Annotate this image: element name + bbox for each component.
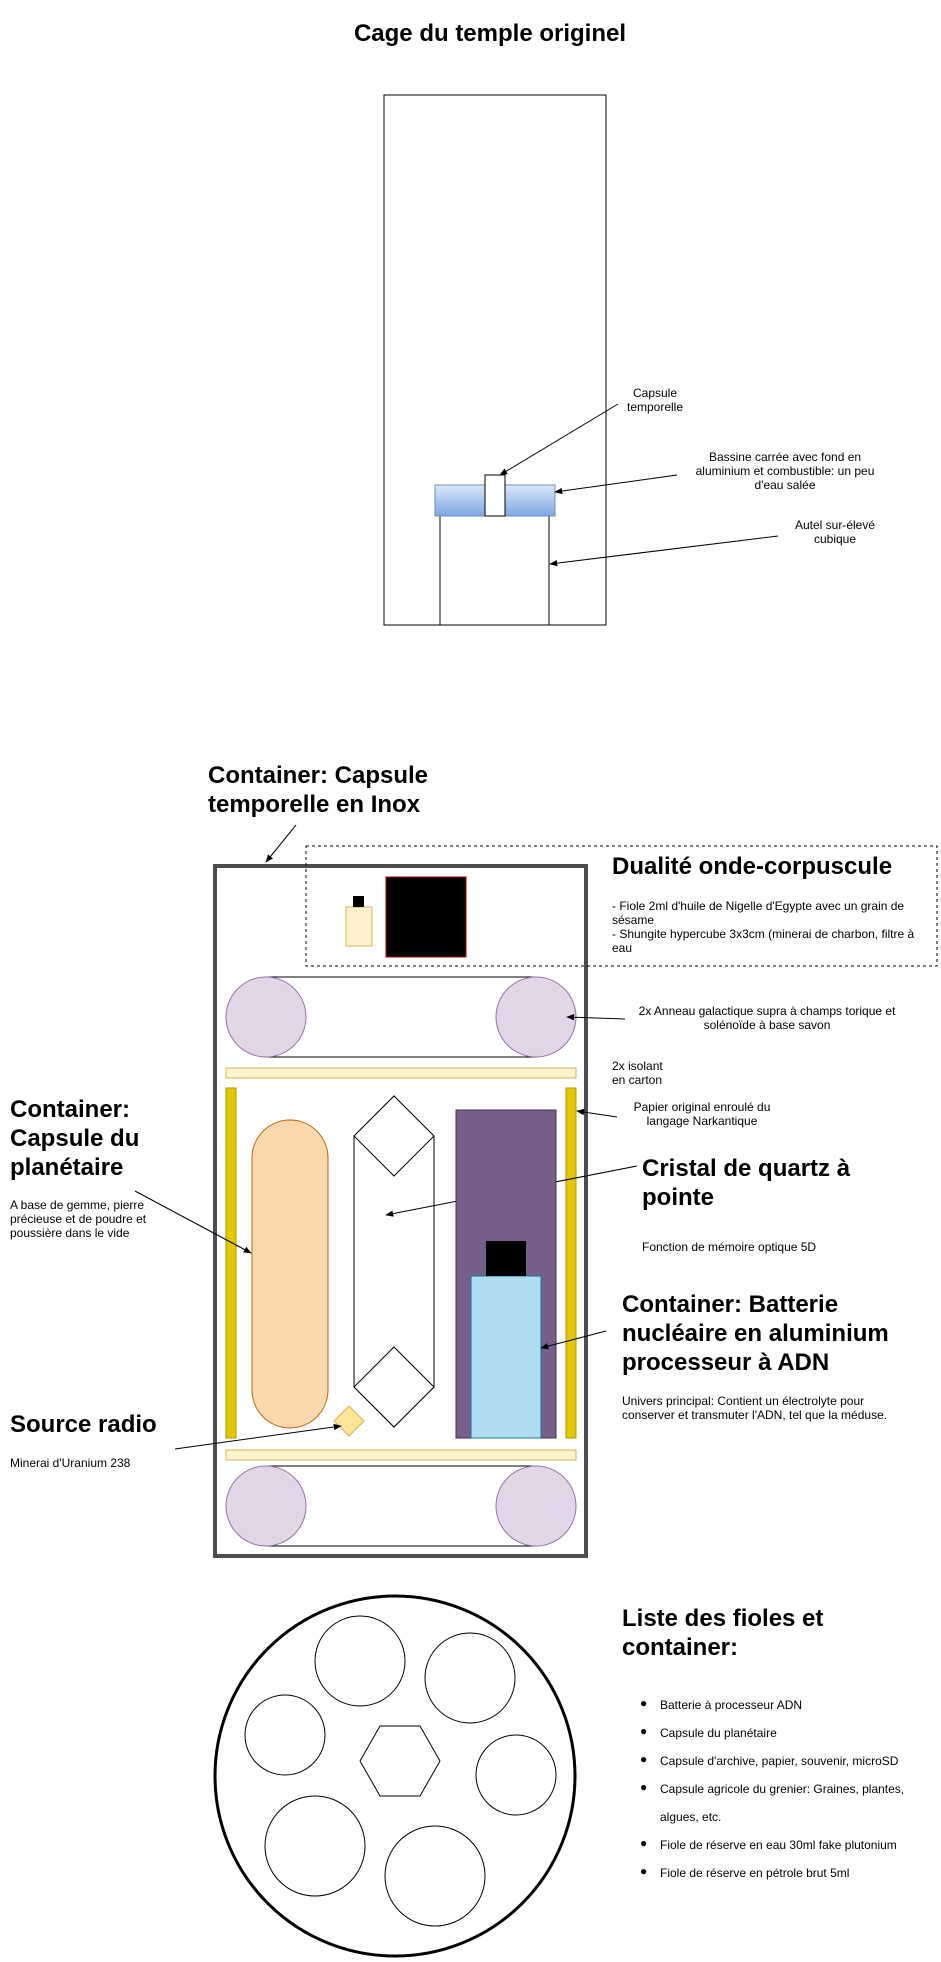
quartz-crystal-top: [353, 1095, 435, 1177]
liste-item: Capsule agricole du grenier: Graines, pl…: [640, 1773, 920, 1831]
arrow-source: [174, 1423, 342, 1450]
page-title: Cage du temple originel: [353, 20, 627, 47]
liste-item: Capsule du planétaire: [640, 1724, 920, 1754]
quartz-desc: Fonction de mémoire optique 5D: [642, 1240, 817, 1254]
arrow-basin: [554, 474, 678, 495]
arrow-planetaire: [134, 1190, 252, 1254]
capsule-label: Capsule temporelle: [626, 386, 684, 414]
dualite-title: Dualité onde-corpuscule: [612, 853, 893, 880]
quartz-title: Cristal de quartz à pointe: [642, 1155, 851, 1211]
liste-item: Fiole de réserve en eau 30ml fake pluton…: [640, 1836, 920, 1866]
vial-4: [475, 1734, 557, 1816]
batterie-title: Container: Batterie nucléaire en alumini…: [622, 1291, 889, 1376]
vial-5: [264, 1795, 366, 1897]
liste-item: Capsule d'archive, papier, souvenir, mic…: [640, 1752, 920, 1782]
isolant-top: [225, 1067, 577, 1079]
container-inox-title: Container: Capsule temporelle en Inox: [208, 762, 429, 818]
ring-bottom-left: [225, 1465, 307, 1547]
papier-left: [225, 1087, 237, 1439]
papier-right: [565, 1087, 577, 1439]
liste-item: Fiole de réserve en pétrole brut 5ml: [640, 1864, 920, 1894]
batterie-cell: [470, 1275, 542, 1439]
ring-top-right: [495, 976, 577, 1058]
isolant-bottom: [225, 1449, 577, 1461]
source-radio-desc: Minerai d'Uranium 238: [10, 1456, 131, 1470]
isolant-label: 2x isolant en carton: [612, 1059, 663, 1087]
arrow-altar: [549, 535, 779, 567]
ring-top-left: [225, 976, 307, 1058]
vial-3: [244, 1694, 326, 1776]
dualite-desc-line2: - Shungite hypercube 3x3cm (minerai de c…: [612, 927, 915, 955]
liste-items: Batterie à processeur ADN Capsule du pla…: [640, 1696, 920, 1894]
vial-6: [384, 1825, 486, 1927]
arrow-batterie: [540, 1330, 607, 1350]
ring-bottom-right: [495, 1465, 577, 1547]
papier-label: Papier original enroulé du langage Narka…: [633, 1100, 771, 1128]
liste-item: Batterie à processeur ADN: [640, 1696, 920, 1726]
quartz-crystal-bottom: [353, 1346, 435, 1428]
basin-label: Bassine carrée avec fond en aluminium et…: [695, 450, 875, 492]
batterie-cap: [486, 1241, 526, 1276]
batterie-desc: Univers principal: Contient un électroly…: [622, 1394, 888, 1422]
liste-title: Liste des fioles et container:: [622, 1605, 824, 1661]
vial-1: [314, 1615, 406, 1707]
planetaire-title: Container: Capsule du planétaire: [10, 1096, 140, 1181]
planetaire-desc: A base de gemme, pierre précieuse et de …: [10, 1198, 147, 1240]
nigelle-vial-cap: [353, 896, 364, 907]
vial-2: [424, 1632, 516, 1724]
source-radio-title: Source radio: [10, 1411, 157, 1438]
capsule-planetaire: [251, 1119, 329, 1429]
altar: [439, 515, 550, 626]
dualite-box: [305, 845, 938, 967]
dualite-desc-line1: - Fiole 2ml d'huile de Nigelle d'Egypte …: [612, 899, 905, 927]
nigelle-vial: [345, 906, 373, 947]
arrow-anneau: [566, 1014, 626, 1021]
ring-top: [266, 976, 535, 1058]
arrow-container-inox: [265, 824, 297, 863]
shungite-cube: [385, 876, 467, 958]
anneau-label: 2x Anneau galactique supra à champs tori…: [638, 1004, 896, 1032]
capsule-temporelle-small: [484, 474, 506, 517]
altar-label: Autel sur-élevé cubique: [794, 518, 876, 546]
ring-bottom: [266, 1465, 535, 1547]
arrow-capsule: [499, 403, 619, 476]
hexagon-center: [359, 1725, 441, 1797]
arrow-papier: [576, 1108, 618, 1118]
